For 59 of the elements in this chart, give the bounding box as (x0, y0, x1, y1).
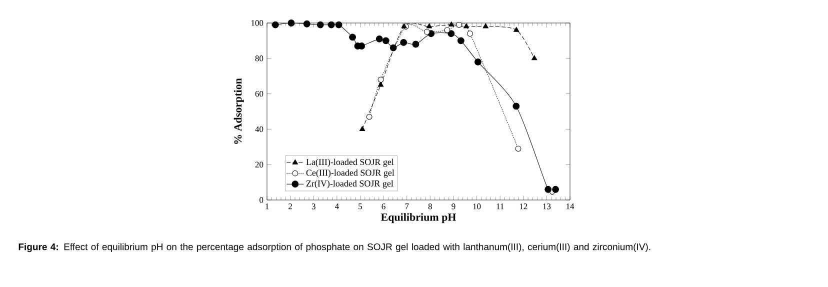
x-tick-label: 14 (566, 204, 574, 210)
point (390, 44, 397, 52)
legend-label: La(III)-loaded SOJR gel (306, 158, 394, 167)
point (412, 40, 420, 48)
point (335, 21, 342, 28)
point (328, 21, 335, 28)
point (288, 20, 295, 26)
point (303, 20, 310, 28)
x-tick-label: 7 (405, 204, 409, 210)
point (512, 102, 520, 110)
x-tick-label: 10 (473, 204, 481, 210)
x-tick-label: 12 (520, 204, 528, 210)
point (544, 186, 552, 193)
legend-label: Ce(III)-loaded SOJR gel (306, 169, 394, 178)
point (272, 21, 279, 28)
point (456, 22, 462, 28)
point (366, 114, 372, 120)
x-tick-label: 1 (266, 204, 269, 210)
legend-label: Zr(IV)-loaded SOJR gel (306, 180, 394, 188)
point (482, 23, 488, 28)
point (552, 186, 560, 193)
point (457, 37, 464, 44)
text: Figure 4: Effect of equilibrium pH on the percentage adsorption of phosphate on SOJR gel loaded with lanthanum(III), cerium(III) and zirconium(IV). (18, 243, 650, 252)
y-tick-label: 80 (255, 56, 264, 62)
x-tick-label: 4 (334, 204, 339, 210)
point (359, 126, 366, 131)
point (382, 37, 390, 44)
point (448, 30, 455, 38)
point (349, 34, 356, 41)
x-axis-title: Equilibrium pH (380, 213, 456, 224)
point (444, 27, 450, 34)
x-tick-label: 11 (496, 204, 504, 210)
x-tick-label: 8 (428, 204, 432, 210)
y-tick-label: 60 (255, 90, 264, 97)
point (467, 30, 473, 37)
point (426, 23, 432, 28)
x-tick-label: 9 (452, 204, 456, 210)
point (448, 22, 454, 27)
x-tick-label: 3 (312, 204, 316, 210)
point (531, 55, 538, 60)
y-tick-label: 0 (260, 197, 264, 203)
x-tick-label: 6 (382, 204, 386, 210)
point (514, 26, 520, 32)
point (316, 21, 324, 28)
y-tick-label: 40 (255, 126, 264, 132)
y-tick-label: 100 (251, 20, 264, 26)
point (400, 39, 408, 46)
y-tick-label: 20 (255, 162, 264, 168)
point (474, 58, 482, 66)
point (378, 82, 384, 87)
x-tick-label: 13 (543, 204, 551, 210)
point (376, 35, 383, 42)
x-tick-label: 2 (288, 204, 292, 210)
point (463, 23, 470, 28)
point (515, 146, 522, 152)
point (424, 28, 430, 35)
y-axis-title: % Adsorption (234, 78, 244, 144)
point (378, 76, 384, 83)
x-tick-label: 5 (358, 204, 362, 210)
